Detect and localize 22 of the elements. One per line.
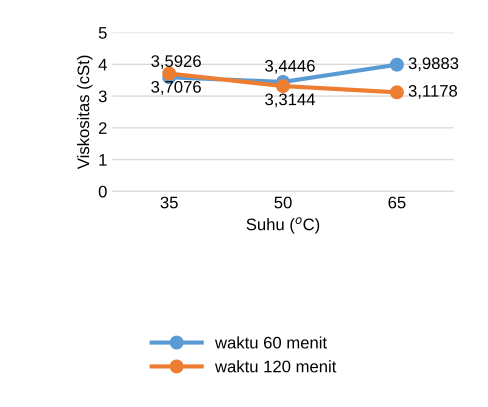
y-tick-label: 3 (98, 90, 107, 102)
point (276, 79, 290, 94)
y-tick-label: 1 (99, 154, 107, 166)
x-tick-label: 65 (388, 196, 406, 208)
y-tick-label: 5 (98, 27, 107, 39)
data-label: 3,9883 (408, 57, 458, 72)
x-tick-label: 50 (274, 196, 292, 208)
data-label: 3,1178 (408, 84, 458, 99)
data-label: 3,7076 (151, 80, 201, 95)
x-axis-title: Suhu ($^{o}$C) (246, 217, 320, 234)
legend-label: waktu 120 menit (214, 360, 336, 372)
legend-label: waktu 60 menit (214, 336, 327, 349)
data-label: 3,4446 (265, 60, 315, 74)
point (390, 58, 404, 72)
y-tick-label: 2 (98, 122, 107, 134)
x-tick-label: 35 (160, 196, 178, 208)
point (390, 85, 404, 100)
y-tick-label: 4 (98, 58, 107, 70)
y-tick-label: 0 (98, 186, 107, 198)
data-label: 3,5926 (151, 55, 201, 69)
data-label: 3,3144 (265, 93, 315, 108)
y-axis-title: Viskositas (cSt) (77, 56, 93, 170)
